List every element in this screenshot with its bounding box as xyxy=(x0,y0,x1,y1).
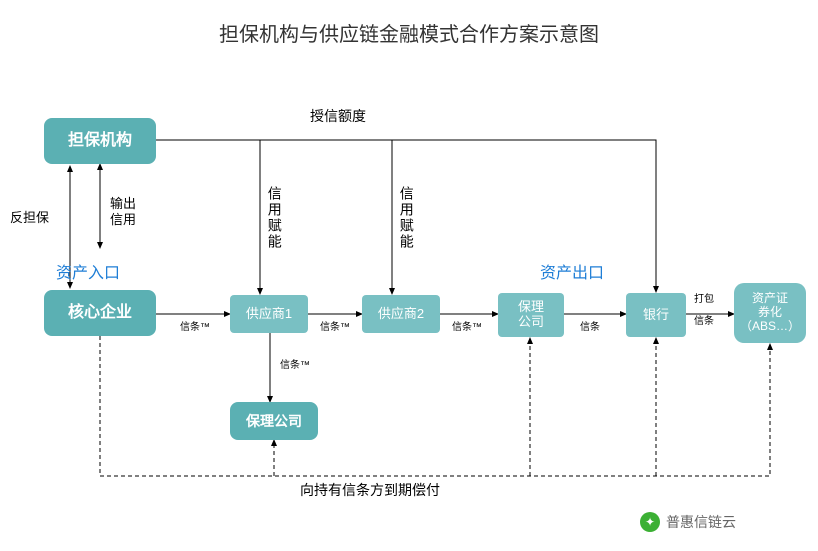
node-abs: 资产证 券化 （ABS…） xyxy=(734,283,806,343)
label-credit-line: 授信额度 xyxy=(310,108,366,125)
node-supplier-2: 供应商2 xyxy=(362,295,440,333)
node-guarantor: 担保机构 xyxy=(44,118,156,164)
label-iou-5b: 信条 xyxy=(694,316,714,328)
label-asset-out: 资产出口 xyxy=(540,264,604,283)
label-asset-in: 资产入口 xyxy=(56,264,120,283)
node-factoring: 保理 公司 xyxy=(498,293,564,337)
watermark: ✦ 普惠信链云 xyxy=(640,512,736,532)
node-core-enterprise: 核心企业 xyxy=(44,290,156,336)
label-empower-2: 信用赋能 xyxy=(398,186,415,250)
label-iou-5a: 打包 xyxy=(694,294,714,306)
label-iou-down: 信条™ xyxy=(280,360,310,372)
node-supplier-1: 供应商1 xyxy=(230,295,308,333)
node-factoring-2: 保理公司 xyxy=(230,402,318,440)
label-iou-2: 信条™ xyxy=(320,322,350,334)
watermark-text: 普惠信链云 xyxy=(666,512,736,532)
node-bank: 银行 xyxy=(626,293,686,337)
label-counter-guarantee: 反担保 xyxy=(10,210,49,226)
label-output-credit: 输出 信用 xyxy=(110,196,136,227)
label-iou-4: 信条 xyxy=(580,322,600,334)
label-iou-3: 信条™ xyxy=(452,322,482,334)
label-iou-1: 信条™ xyxy=(180,322,210,334)
wechat-icon: ✦ xyxy=(640,512,660,532)
label-empower-1: 信用赋能 xyxy=(266,186,283,250)
arrows-layer xyxy=(0,0,818,551)
arrow-repay-main xyxy=(100,336,770,476)
label-repay: 向持有信条方到期偿付 xyxy=(300,482,440,499)
